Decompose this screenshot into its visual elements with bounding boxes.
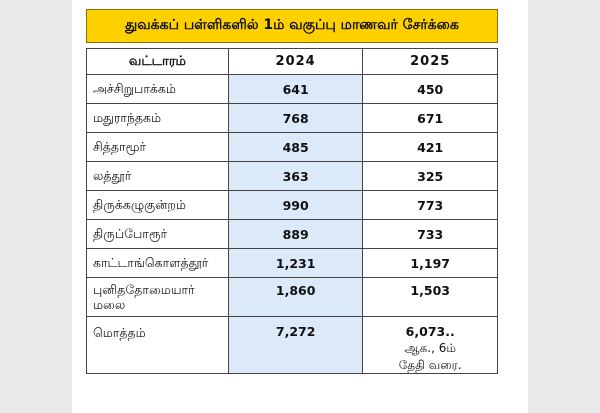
total-row: மொத்தம் 7,272 6,073.. ஆக., 6ம் தேதி வரை. (86, 316, 498, 374)
table-row: காட்டாங்கொளத்தூர் 1,231 1,197 (86, 248, 498, 278)
total-2025-note-line-1: ஆக., 6ம் (404, 341, 456, 355)
value-2025: 773 (362, 190, 498, 220)
value-2024: 1,231 (227, 248, 364, 278)
table-title: துவக்கப் பள்ளிகளில் 1ம் வகுப்பு மாணவர் ச… (86, 9, 498, 43)
table-row: லத்தூர் 363 325 (86, 161, 498, 191)
region-name: சித்தாமூர் (86, 132, 229, 162)
region-name: புனிததோமையார் மலை (86, 277, 229, 317)
total-2025: 6,073.. (405, 324, 455, 339)
value-2025: 1,197 (362, 248, 498, 278)
table-row: திருப்போரூர் 889 733 (86, 219, 498, 249)
value-2024: 768 (227, 103, 364, 133)
total-2025-note-line-2: தேதி வரை. (398, 358, 462, 372)
region-name: திருப்போரூர் (86, 219, 229, 249)
table-row: மதுராந்தகம் 768 671 (86, 103, 498, 133)
region-name: அச்சிறுபாக்கம் (86, 74, 229, 104)
value-2025: 671 (362, 103, 498, 133)
value-2025: 450 (362, 74, 498, 104)
region-name: மதுராந்தகம் (86, 103, 229, 133)
header-region: வட்டாரம் (86, 48, 229, 75)
region-name: காட்டாங்கொளத்தூர் (86, 248, 229, 278)
total-2024: 7,272 (227, 316, 364, 374)
value-2024: 363 (227, 161, 364, 191)
total-2025-cell: 6,073.. ஆக., 6ம் தேதி வரை. (362, 316, 498, 374)
table-row: அச்சிறுபாக்கம் 641 450 (86, 74, 498, 104)
value-2025: 421 (362, 132, 498, 162)
table-row: திருக்கழுகுன்றம் 990 773 (86, 190, 498, 220)
value-2024: 641 (227, 74, 364, 104)
region-name: லத்தூர் (86, 161, 229, 191)
header-row: வட்டாரம் 2024 2025 (86, 48, 498, 75)
enrollment-table: வட்டாரம் 2024 2025 அச்சிறுபாக்கம் 641 45… (86, 48, 498, 374)
value-2024: 889 (227, 219, 364, 249)
table-row: புனிததோமையார் மலை 1,860 1,503 (86, 277, 498, 317)
left-margin (0, 0, 72, 413)
header-2024: 2024 (227, 48, 364, 75)
right-margin (528, 0, 600, 413)
value-2025: 733 (362, 219, 498, 249)
value-2024: 1,860 (227, 277, 364, 317)
region-name: திருக்கழுகுன்றம் (86, 190, 229, 220)
value-2024: 990 (227, 190, 364, 220)
value-2025: 1,503 (362, 277, 498, 317)
total-label: மொத்தம் (86, 316, 229, 374)
value-2025: 325 (362, 161, 498, 191)
value-2024: 485 (227, 132, 364, 162)
header-2025: 2025 (362, 48, 498, 75)
table-row: சித்தாமூர் 485 421 (86, 132, 498, 162)
